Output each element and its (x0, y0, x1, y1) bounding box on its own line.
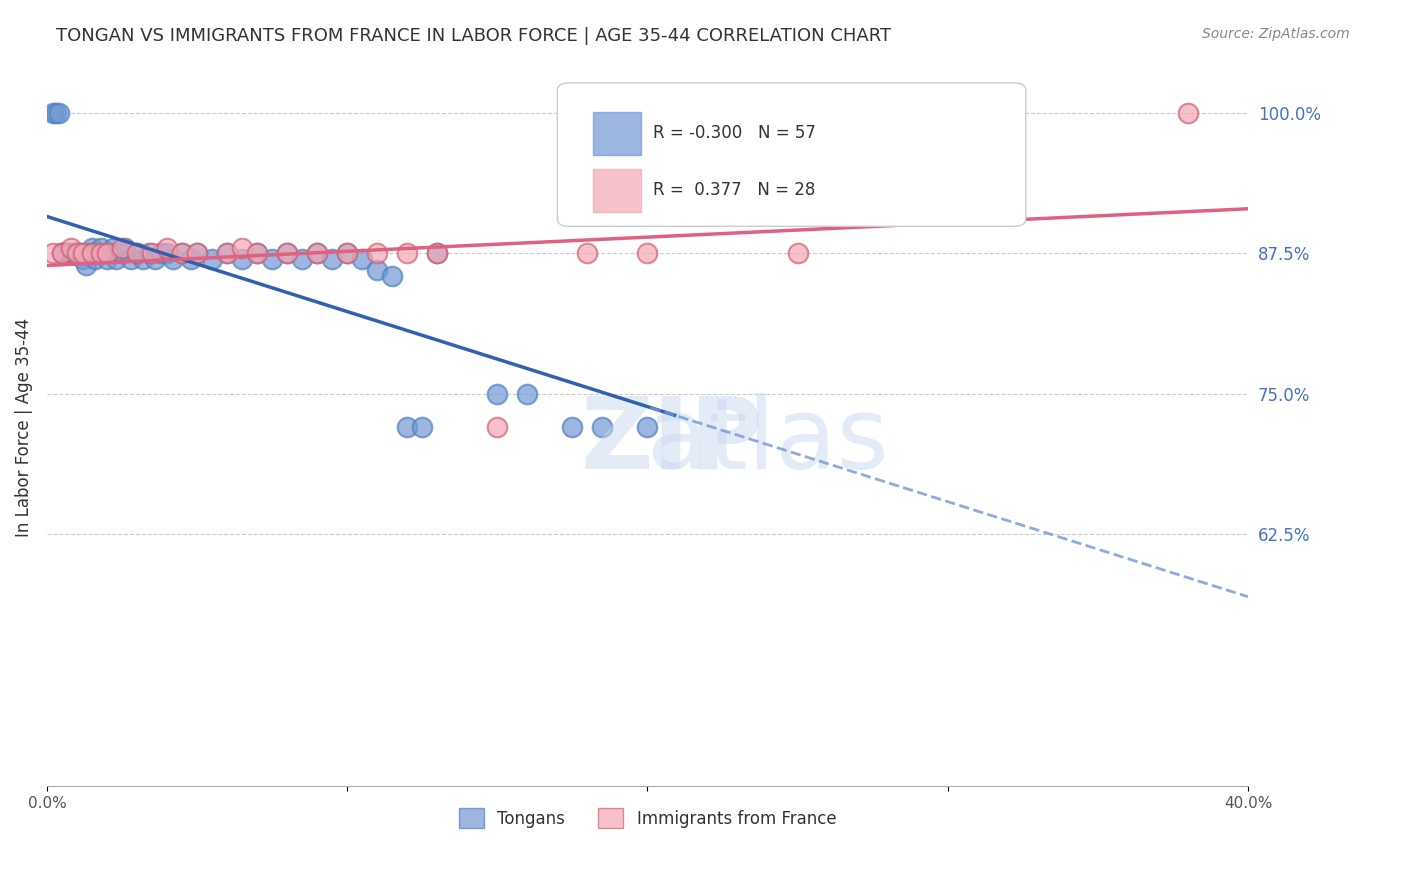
Text: R =  0.377   N = 28: R = 0.377 N = 28 (654, 181, 815, 200)
Tongans (426, 246, 449, 260)
Immigrants from France (231, 241, 253, 255)
Immigrants from France (486, 420, 509, 434)
Tongans (201, 252, 224, 266)
Tongans (132, 252, 155, 266)
Immigrants from France (156, 241, 179, 255)
Immigrants from France (186, 246, 208, 260)
Tongans (516, 386, 538, 401)
Tongans (246, 246, 269, 260)
Immigrants from France (59, 241, 82, 255)
Tongans (59, 246, 82, 260)
Tongans (63, 246, 86, 260)
Tongans (98, 246, 121, 260)
Immigrants from France (336, 246, 359, 260)
Tongans (381, 268, 404, 283)
Y-axis label: In Labor Force | Age 35-44: In Labor Force | Age 35-44 (15, 318, 32, 537)
Tongans (66, 246, 89, 260)
Tongans (80, 246, 103, 260)
Tongans (156, 246, 179, 260)
Tongans (101, 241, 124, 255)
FancyBboxPatch shape (557, 83, 1026, 227)
Tongans (215, 246, 238, 260)
Tongans (125, 246, 148, 260)
Immigrants from France (1177, 106, 1199, 120)
Tongans (77, 246, 100, 260)
Immigrants from France (366, 246, 388, 260)
Tongans (231, 252, 253, 266)
Immigrants from France (276, 246, 298, 260)
Immigrants from France (51, 246, 73, 260)
Tongans (69, 246, 91, 260)
Immigrants from France (307, 246, 329, 260)
Tongans (591, 420, 613, 434)
Immigrants from France (636, 246, 658, 260)
Legend: Tongans, Immigrants from France: Tongans, Immigrants from France (451, 801, 842, 835)
Tongans (180, 252, 202, 266)
Tongans (170, 246, 193, 260)
Immigrants from France (141, 246, 163, 260)
Tongans (561, 420, 583, 434)
Tongans (411, 420, 433, 434)
Immigrants from France (111, 241, 134, 255)
Immigrants from France (576, 246, 599, 260)
Tongans (186, 246, 208, 260)
Tongans (366, 263, 388, 277)
Tongans (51, 246, 73, 260)
Tongans (75, 258, 97, 272)
Immigrants from France (90, 246, 112, 260)
Immigrants from France (170, 246, 193, 260)
Immigrants from France (396, 246, 419, 260)
Tongans (53, 246, 76, 260)
Tongans (48, 106, 70, 120)
Tongans (262, 252, 284, 266)
Tongans (336, 246, 359, 260)
Immigrants from France (246, 246, 269, 260)
Immigrants from France (80, 246, 103, 260)
Text: TONGAN VS IMMIGRANTS FROM FRANCE IN LABOR FORCE | AGE 35-44 CORRELATION CHART: TONGAN VS IMMIGRANTS FROM FRANCE IN LABO… (56, 27, 891, 45)
Tongans (111, 246, 134, 260)
Tongans (90, 241, 112, 255)
Text: R = -0.300   N = 57: R = -0.300 N = 57 (654, 124, 817, 142)
Tongans (138, 246, 160, 260)
Tongans (636, 420, 658, 434)
Tongans (87, 246, 110, 260)
Text: ZIP: ZIP (581, 393, 763, 490)
Tongans (104, 252, 127, 266)
Tongans (42, 106, 65, 120)
Tongans (72, 252, 94, 266)
Immigrants from France (42, 246, 65, 260)
Immigrants from France (96, 246, 118, 260)
Tongans (84, 252, 107, 266)
FancyBboxPatch shape (593, 169, 641, 212)
Tongans (96, 252, 118, 266)
Immigrants from France (215, 246, 238, 260)
Immigrants from France (66, 246, 89, 260)
Tongans (162, 252, 184, 266)
Text: Source: ZipAtlas.com: Source: ZipAtlas.com (1202, 27, 1350, 41)
Immigrants from France (786, 246, 808, 260)
Tongans (276, 246, 298, 260)
Tongans (114, 241, 136, 255)
Tongans (80, 241, 103, 255)
Tongans (56, 246, 79, 260)
Tongans (150, 246, 173, 260)
Tongans (143, 252, 166, 266)
Tongans (51, 246, 73, 260)
Tongans (321, 252, 343, 266)
Text: atlas: atlas (647, 393, 889, 490)
Immigrants from France (72, 246, 94, 260)
Tongans (352, 252, 374, 266)
Tongans (120, 252, 142, 266)
Tongans (486, 386, 509, 401)
Tongans (45, 106, 67, 120)
FancyBboxPatch shape (593, 112, 641, 154)
Immigrants from France (125, 246, 148, 260)
Immigrants from France (426, 246, 449, 260)
Tongans (291, 252, 314, 266)
Tongans (307, 246, 329, 260)
Tongans (396, 420, 419, 434)
